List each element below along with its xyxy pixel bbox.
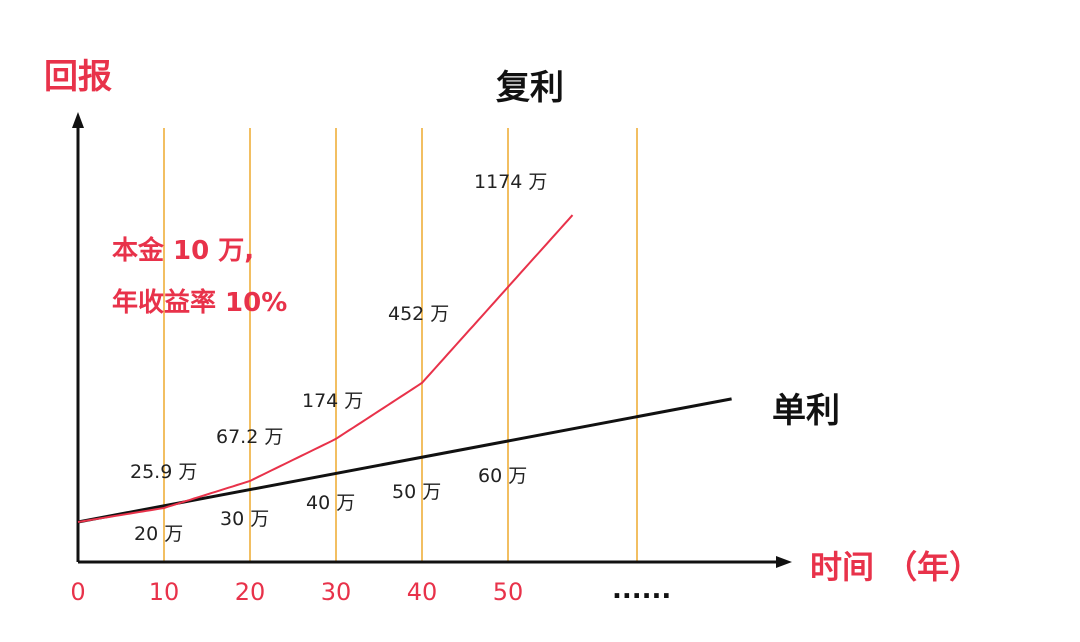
data-label-compound-50: 1174 万 <box>474 171 547 193</box>
series-label-simple: 单利 <box>772 391 840 431</box>
data-label-compound-20: 67.2 万 <box>216 426 283 448</box>
x-tick-50: 50 <box>493 578 524 606</box>
x-axis-label: 时间 （年） <box>810 548 981 586</box>
annotation-line-1: 本金 10 万, <box>112 235 254 266</box>
data-label-simple-10: 20 万 <box>134 523 183 545</box>
y-axis-arrow-icon <box>72 112 84 128</box>
annotation-line-2: 年收益率 10% <box>112 287 287 318</box>
x-tick-10: 10 <box>149 578 180 606</box>
data-label-compound-40: 452 万 <box>388 303 449 325</box>
data-label-simple-50: 60 万 <box>478 465 527 487</box>
x-axis-arrow-icon <box>776 556 792 568</box>
data-label-compound-30: 174 万 <box>302 390 363 412</box>
data-label-simple-40: 50 万 <box>392 481 441 503</box>
x-tick-40: 40 <box>407 578 438 606</box>
data-label-simple-30: 40 万 <box>306 492 355 514</box>
series-line-compound <box>77 214 574 523</box>
chart-title: 复利 <box>496 68 564 108</box>
x-tick-labels: 0 10 20 30 40 50 <box>70 578 523 606</box>
x-tick-20: 20 <box>235 578 266 606</box>
x-tick-0: 0 <box>70 578 85 606</box>
x-axis-ellipsis: ...... <box>612 575 671 605</box>
vertical-gridlines <box>163 128 638 562</box>
x-tick-30: 30 <box>321 578 352 606</box>
series-layer: 单利 <box>77 214 840 524</box>
data-labels: 25.9 万 67.2 万 174 万 452 万 1174 万 20 万 30 万 40 万… <box>130 171 547 545</box>
y-axis-label: 回报 <box>44 57 112 97</box>
data-label-simple-20: 30 万 <box>220 508 269 530</box>
data-label-compound-10: 25.9 万 <box>130 461 197 483</box>
